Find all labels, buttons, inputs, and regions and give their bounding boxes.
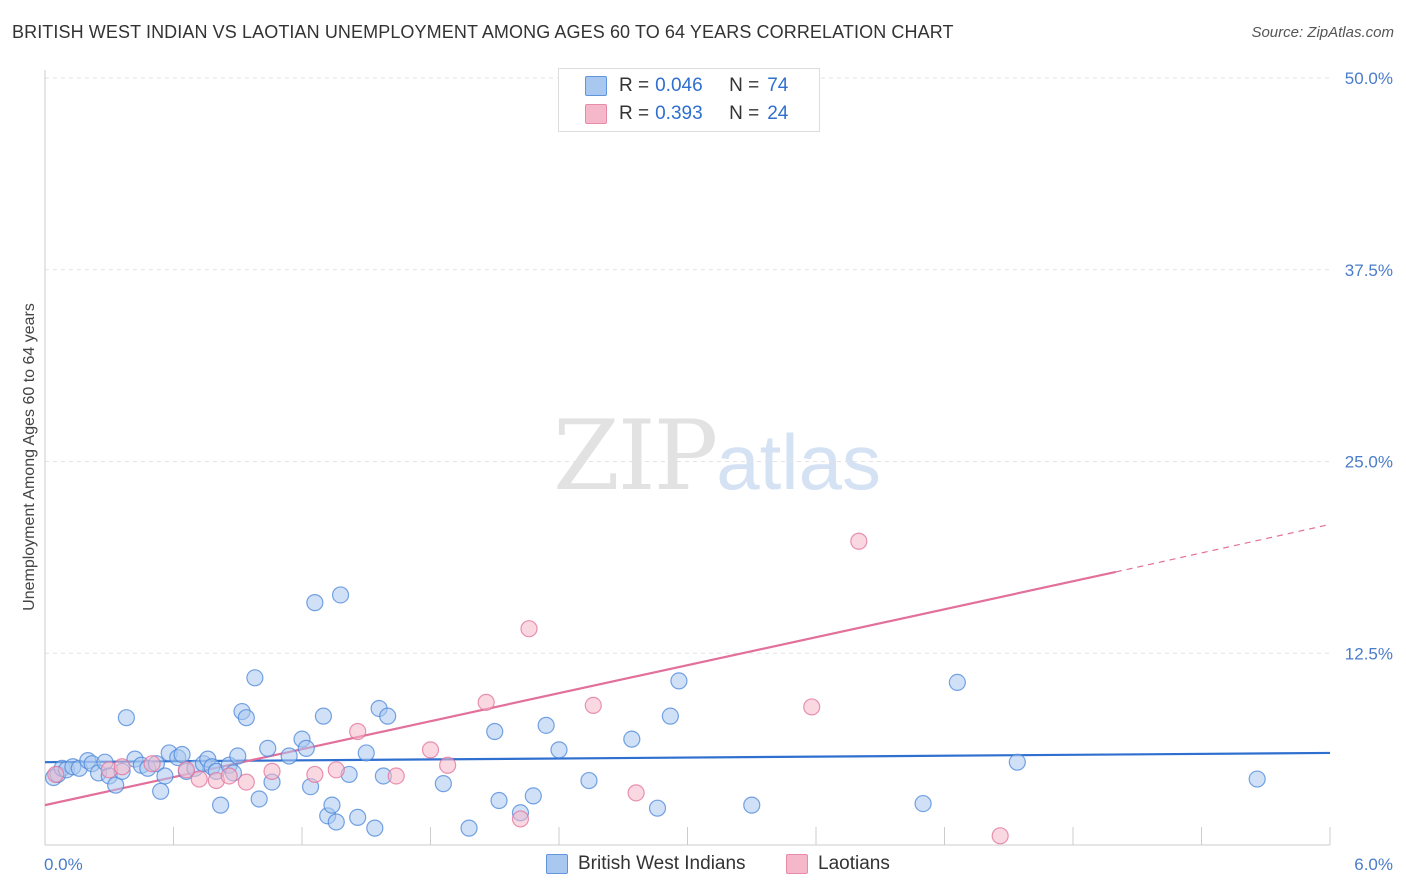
point-british-west-indians [107, 776, 125, 794]
point-british-west-indians [250, 790, 268, 808]
bottom-legend-swatch-pink [786, 854, 808, 874]
point-british-west-indians [366, 819, 384, 837]
point-laotians [387, 767, 405, 785]
point-laotians [306, 765, 324, 784]
point-british-west-indians [357, 744, 375, 762]
point-british-west-indians [259, 739, 277, 757]
point-british-west-indians [331, 586, 350, 604]
y-axis-label: Unemployment Among Ages 60 to 64 years [21, 303, 38, 611]
bottom-legend-swatch-blue [546, 854, 568, 874]
legend-row-british-west-indians: R = 0.046 N = 74 [585, 74, 788, 98]
point-laotians [47, 765, 65, 784]
legend-r-label: R = [619, 103, 650, 124]
point-british-west-indians [173, 745, 191, 764]
point-british-west-indians [229, 747, 247, 765]
point-british-west-indians [306, 594, 324, 612]
point-british-west-indians [914, 794, 932, 813]
point-laotians [220, 767, 238, 785]
point-laotians [237, 773, 255, 791]
point-british-west-indians [117, 709, 135, 727]
point-laotians [113, 758, 131, 776]
point-laotians [584, 696, 602, 715]
point-laotians [991, 827, 1009, 845]
legend-swatch-blue [585, 76, 607, 96]
point-british-west-indians [327, 813, 345, 831]
legend-n-label: N = [729, 103, 760, 124]
legend-n-label: N = [729, 75, 760, 96]
legend-n-value: 74 [767, 75, 789, 96]
point-laotians [511, 810, 530, 828]
legend-r-value: 0.046 [655, 75, 703, 96]
point-british-west-indians [537, 716, 555, 734]
point-british-west-indians [237, 709, 255, 727]
point-laotians [190, 770, 208, 788]
source-label: Source: ZipAtlas.com [1251, 24, 1394, 41]
point-british-west-indians [349, 808, 367, 826]
point-laotians [803, 698, 821, 716]
point-laotians [349, 722, 367, 741]
legend-r-value: 0.393 [655, 103, 703, 124]
trend-line-british-west-indians [44, 751, 1331, 764]
point-laotians [850, 532, 868, 550]
point-british-west-indians [490, 791, 508, 810]
point-laotians [143, 755, 161, 773]
data-points [44, 113, 1266, 845]
axes [44, 70, 1331, 846]
point-british-west-indians [297, 739, 315, 757]
point-british-west-indians [948, 673, 966, 691]
x-tick-label-min: 0.0% [44, 855, 83, 874]
point-british-west-indians [280, 747, 298, 765]
bottom-legend-label: British West Indians [578, 853, 746, 874]
bottom-legend-british-west-indians: British West Indians [546, 852, 746, 876]
point-british-west-indians [661, 707, 679, 725]
point-british-west-indians [314, 707, 333, 725]
legend-n-value: 24 [767, 103, 789, 124]
point-british-west-indians [648, 799, 667, 817]
point-laotians [627, 784, 645, 802]
bottom-legend-label: Laotians [818, 853, 890, 874]
point-british-west-indians [152, 782, 170, 800]
point-laotians [421, 741, 440, 759]
point-british-west-indians [550, 741, 568, 759]
watermark-zip: ZIP [553, 400, 718, 512]
point-laotians [327, 761, 345, 779]
point-british-west-indians [460, 819, 478, 837]
y-tick-label: 12.5% [1345, 644, 1393, 663]
y-tick-label: 25.0% [1345, 453, 1393, 472]
point-british-west-indians [670, 672, 688, 690]
trend-line-laotians-extension [1115, 523, 1331, 573]
axis-labels: 12.5% 25.0% 37.5% 50.0% 0.0% 6.0% Unemployment… [21, 69, 1393, 874]
y-tick-label: 37.5% [1345, 261, 1393, 280]
stats-legend: R = 0.046 N = 74 R = 0.393 N = 24 [558, 68, 820, 132]
point-laotians [477, 693, 495, 711]
point-british-west-indians [1008, 753, 1026, 771]
legend-swatch-pink [585, 104, 607, 124]
legend-row-laotians: R = 0.393 N = 24 [585, 102, 788, 126]
bottom-legend-laotians: Laotians [786, 852, 890, 876]
point-british-west-indians [1248, 770, 1266, 788]
point-british-west-indians [623, 730, 641, 748]
y-tick-label: 50.0% [1345, 69, 1393, 88]
legend-r-label: R = [619, 75, 650, 96]
x-tick-label-max: 6.0% [1354, 855, 1393, 874]
point-british-west-indians [156, 767, 174, 785]
point-british-west-indians [434, 775, 452, 793]
gridlines [45, 77, 1330, 654]
point-laotians [520, 620, 538, 638]
point-laotians [263, 762, 281, 780]
chart-title: BRITISH WEST INDIAN VS LAOTIAN UNEMPLOYM… [12, 22, 954, 42]
point-british-west-indians [246, 669, 264, 687]
point-british-west-indians [743, 796, 761, 814]
point-british-west-indians [323, 796, 341, 814]
point-laotians [439, 756, 457, 774]
point-british-west-indians [379, 707, 397, 725]
point-british-west-indians [486, 722, 504, 741]
point-british-west-indians [212, 796, 230, 814]
point-british-west-indians [580, 771, 598, 790]
point-laotians [177, 761, 195, 779]
point-british-west-indians [524, 787, 542, 805]
